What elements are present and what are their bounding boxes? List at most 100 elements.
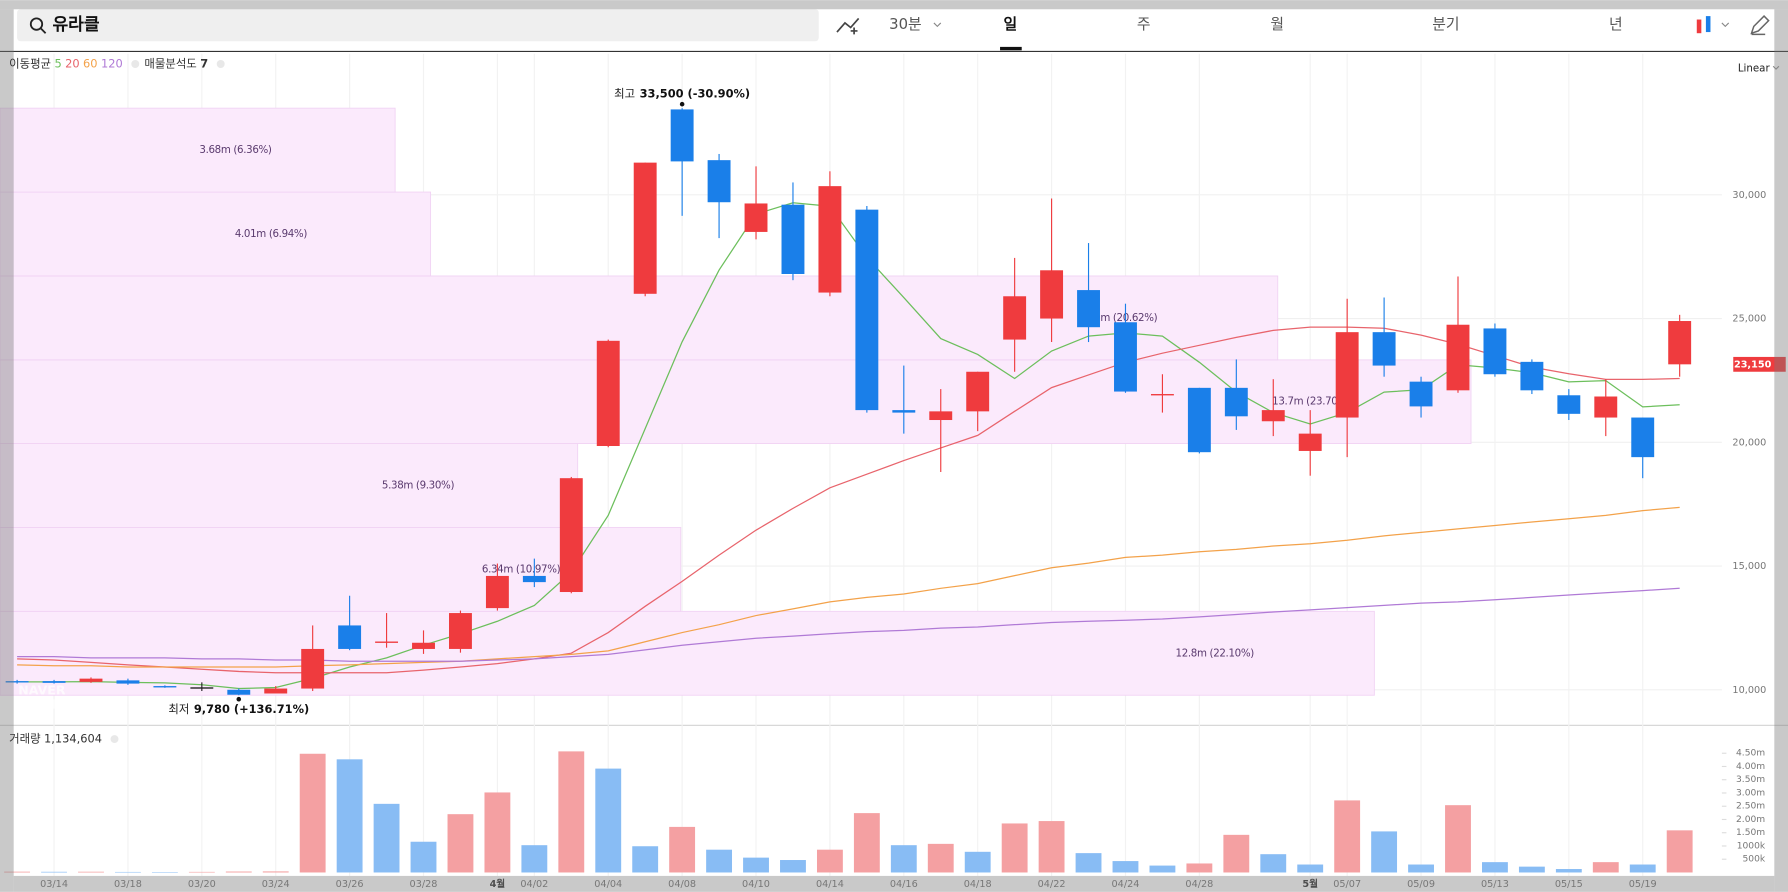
volume-bar [1445,805,1471,873]
candle-body [596,340,620,447]
watermark: NAVER [18,683,66,698]
dropdown-icon[interactable] [1721,22,1730,28]
candle-body [633,162,657,294]
x-tick-label: 04/18 [964,879,992,890]
scale-toggle[interactable]: Linear [1738,63,1771,75]
candle-body [227,689,251,695]
candle-body [1150,394,1174,396]
ma-legend-item[interactable]: 120 [101,56,123,70]
x-tick-label: 04/10 [742,879,770,890]
extreme-dot [236,696,242,702]
extreme-label: 최고 [614,86,635,100]
volume-bar [188,871,215,873]
volume-bar [1592,862,1619,873]
x-tick-label: 04/08 [668,879,696,890]
volume-bar [1555,869,1582,873]
candle-body [5,681,29,683]
x-tick-label: 05/09 [1407,879,1435,890]
candle-body [1409,381,1433,407]
candle-body [559,478,583,593]
interval-tab[interactable]: 년 [1609,16,1623,33]
x-tick-label: 04/24 [1112,879,1140,890]
volume-bar [1482,862,1508,873]
volume-legend-title[interactable]: 거래량 [9,732,41,746]
search-query[interactable]: 유라클 [52,15,99,35]
candle-body [707,160,731,203]
candle-body [42,681,66,683]
profile-legend-count[interactable]: 7 [200,56,208,70]
volume-bar [1260,854,1287,873]
profile-label: 4.01m (6.94%) [235,228,308,240]
interval-tab[interactable]: 일 [1003,16,1017,33]
chart-type-icon[interactable] [1705,16,1711,33]
candle-body [744,203,768,232]
extreme-dot [679,101,685,107]
candle-body [1594,396,1618,418]
volume-bar [706,849,733,873]
current-price-label: 23,150 [1734,359,1772,370]
toolbar: 유라클 30분 일 주 월 분기 년 [0,9,1788,53]
volume-tick-label: 500k [1743,855,1766,865]
candle-body [522,575,546,583]
candle-body [818,186,842,293]
volume-bar [632,846,659,873]
candle-body [966,371,990,412]
search-box[interactable] [17,9,819,42]
candle-body [1003,296,1027,340]
candle-body [1298,433,1322,451]
ma-legend-title[interactable]: 이동평균 [9,56,51,70]
volume-bar [115,871,141,873]
indicator-icon[interactable] [836,17,860,35]
x-tick-label: 05/15 [1555,879,1583,890]
draw-icon[interactable] [1750,15,1770,36]
x-tick-label: 4월 [490,878,506,890]
close-button[interactable] [110,735,119,744]
interval-tab[interactable]: 분기 [1432,16,1459,33]
dropdown-icon[interactable] [933,22,942,28]
candle-body [1187,387,1211,453]
profile-band [0,359,1472,444]
volume-legend-value[interactable]: 1,134,604 [44,732,102,746]
chart-type-icon[interactable] [1696,19,1702,34]
profile-label: 5.38m (9.30%) [382,479,455,491]
dropdown-icon[interactable] [1772,65,1780,70]
candle-body [1114,322,1137,392]
interval-tab[interactable]: 주 [1137,16,1151,33]
x-tick-label: 05/13 [1481,879,1509,890]
search-icon [40,28,47,34]
volume-bar [1075,853,1102,873]
y-tick-label: 30,000 [1732,190,1766,201]
x-tick-label: 04/02 [520,879,548,890]
volume-bar [558,751,585,873]
x-tick-label: 5월 [1302,878,1318,890]
interval-tab[interactable]: 30분 [889,16,921,33]
x-tick-label: 04/04 [594,879,622,890]
candle-body [1557,395,1581,414]
volume-bars [4,751,1693,873]
volume-bar [927,843,954,873]
volume-bar [853,813,880,873]
profile-band [0,443,579,528]
volume-tick-label: 3.50m [1736,775,1765,785]
volume-bar [78,871,104,873]
profile-legend-title[interactable]: 매물분석도 [144,56,196,70]
volume-bar [410,841,437,873]
ma-legend-item[interactable]: 20 [65,56,79,70]
ma-legend-item[interactable]: 5 [54,56,61,70]
close-button[interactable] [216,60,225,68]
candle-body [116,680,140,684]
low-mark: 최저 9,780 (+136.71%) [168,696,309,716]
x-tick-label: 04/16 [890,879,918,890]
volume-bar [1038,821,1065,873]
x-tick-label: 03/14 [40,879,68,890]
interval-tab[interactable]: 월 [1270,16,1284,33]
volume-bar [1666,830,1693,873]
volume-bar [1223,834,1250,873]
search-icon [29,17,44,31]
close-button[interactable] [131,60,140,68]
ma-legend-item[interactable]: 60 [83,56,98,70]
volume-profile: 12.8m (22.10%) 6.34m (10.97%) 5.38m (9.30%… [0,107,1472,711]
y-tick-label: 10,000 [1732,685,1766,696]
